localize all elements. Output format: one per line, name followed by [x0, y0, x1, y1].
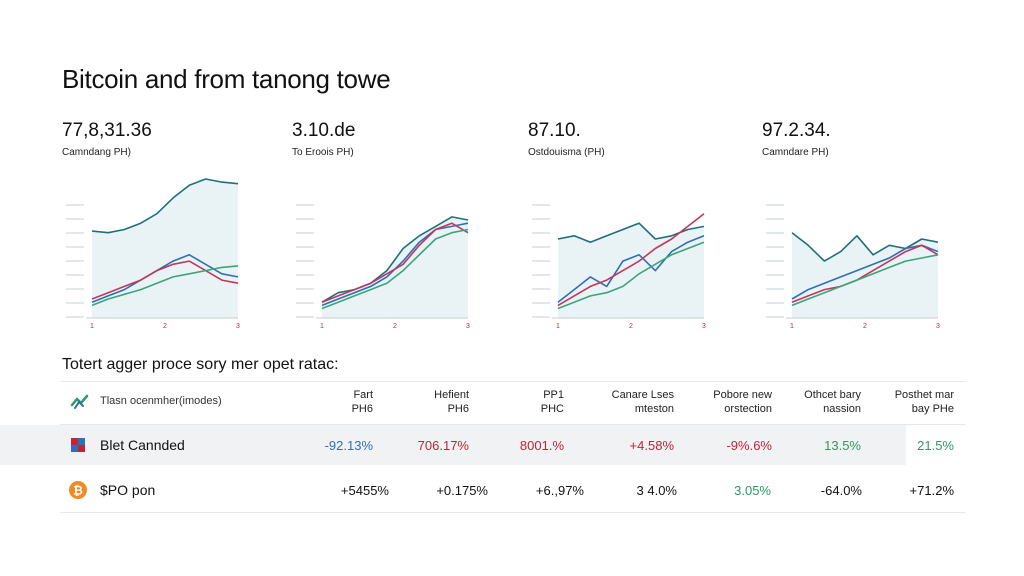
series-line: [321, 228, 469, 310]
column-header[interactable]: Fart PH6: [351, 389, 373, 415]
x-tick-label: 3: [702, 323, 706, 330]
column-header[interactable]: Othcet bary nassion: [804, 389, 861, 415]
x-tick-label: 3: [236, 323, 240, 330]
panel-subtitle: To Eroois PH): [292, 147, 354, 158]
page-title: Bitcoin and from tanong towe: [62, 64, 391, 94]
table-cell: +5455%: [340, 483, 389, 498]
panel-value: 97.2.34.: [762, 120, 831, 141]
x-tick-label: 2: [163, 323, 167, 330]
series-line: [321, 216, 469, 303]
panel-subtitle: Camndare PH): [762, 147, 829, 158]
panel-subtitle: Ostdouisma (PH): [528, 147, 605, 158]
x-tick-label: 2: [863, 323, 867, 330]
column-header[interactable]: Posthet mar bay PHe: [894, 389, 954, 415]
divider: [60, 381, 966, 382]
column-header[interactable]: PP1 PHC: [540, 389, 564, 415]
chart-panel-4: 1 2 3 97.2.34. Camndare PH): [762, 120, 940, 332]
series-line: [91, 265, 239, 307]
table-cell: -9%.6%: [726, 438, 772, 453]
table-row[interactable]: [0, 468, 906, 512]
x-tick-label: 2: [393, 323, 397, 330]
divider: [60, 424, 966, 425]
divider: [60, 512, 966, 513]
chart-2: 1 2 3: [296, 204, 470, 330]
x-tick-label: 3: [936, 323, 940, 330]
bitcoin-cube-icon: [71, 438, 85, 452]
svg-text:₿: ₿: [73, 484, 83, 498]
series-line: [791, 244, 939, 303]
series-line: [791, 244, 939, 300]
chart-panel-3: 1 2 3 87.10. Ostdouisma (PH): [528, 120, 706, 332]
table-cell: 8001.%: [519, 438, 564, 453]
asset-name[interactable]: Blet Cannded: [100, 437, 185, 453]
table-cell: -92.13%: [324, 438, 373, 453]
x-tick-label: 1: [320, 323, 324, 330]
table-cell: +4.58%: [629, 438, 674, 453]
table-title: Totert agger proce sory mer opet ratac:: [62, 356, 339, 373]
x-tick-label: 1: [556, 323, 560, 330]
table-cell: 13.5%: [824, 438, 861, 453]
series-line: [557, 241, 705, 310]
series-line: [557, 235, 705, 303]
panel-subtitle: Camndang PH): [62, 147, 131, 158]
x-tick-label: 1: [790, 323, 794, 330]
table-cell: 3 4.0%: [636, 483, 677, 498]
column-header[interactable]: Hefient PH6: [434, 389, 469, 415]
header-asset: Tlasn ocenmher(imodes): [100, 395, 222, 407]
column-header[interactable]: Canare Lses mteston: [611, 389, 674, 415]
chart-panel-1: 1 2 3 77,8,31.36 Camndang PH): [62, 120, 240, 332]
bitcoin-icon: ₿: [69, 481, 87, 499]
table-row[interactable]: [0, 425, 906, 465]
asset-name[interactable]: $PO pon: [100, 482, 156, 498]
panel-value: 77,8,31.36: [62, 120, 152, 141]
chart-3: 1 2 3: [532, 204, 706, 330]
chart-4: 1 2 3: [766, 204, 940, 330]
table-cell: 3.05%: [734, 483, 771, 498]
area-fill: [92, 179, 238, 318]
chart-1: 1 2 3: [66, 178, 240, 330]
table-cell: +71.2%: [909, 483, 954, 498]
area-fill: [322, 216, 468, 318]
table-cell: -64.0%: [820, 483, 862, 498]
table-cell: 21.5%: [917, 438, 954, 453]
series-line: [321, 222, 469, 303]
chart-trend-icon: [70, 394, 89, 409]
series-line: [557, 213, 705, 307]
chart-panel-2: 1 2 3 3.10.de To Eroois PH): [292, 120, 470, 332]
table-cell: 706.17%: [417, 438, 469, 453]
panel-value: 87.10.: [528, 120, 581, 141]
panel-value: 3.10.de: [292, 120, 356, 141]
x-tick-label: 1: [90, 323, 94, 330]
table-cell: +6.,97%: [535, 483, 584, 498]
table-cell: +0.175%: [436, 483, 488, 498]
series-line: [91, 260, 239, 300]
x-tick-label: 2: [629, 323, 633, 330]
column-header[interactable]: Pobore new orstection: [713, 389, 772, 415]
series-line: [791, 254, 939, 307]
series-line: [791, 232, 939, 262]
x-tick-label: 3: [466, 323, 470, 330]
series-line: [91, 178, 239, 234]
